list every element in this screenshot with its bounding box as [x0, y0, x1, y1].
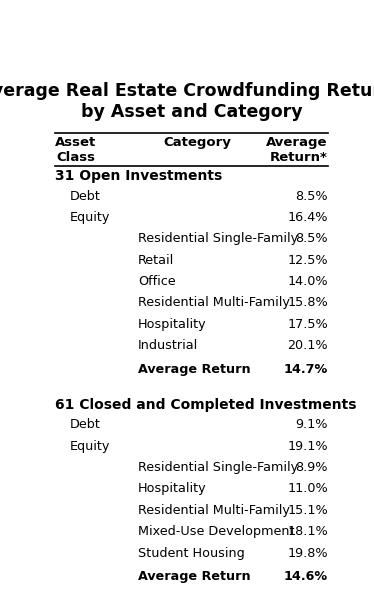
- Text: 11.0%: 11.0%: [287, 482, 328, 495]
- Text: 31 Open Investments: 31 Open Investments: [55, 169, 223, 183]
- Text: 14.0%: 14.0%: [287, 275, 328, 288]
- Text: 15.1%: 15.1%: [287, 504, 328, 517]
- Text: Asset
Class: Asset Class: [55, 135, 96, 164]
- Text: 12.5%: 12.5%: [287, 254, 328, 267]
- Text: 8.5%: 8.5%: [295, 190, 328, 203]
- Text: Debt: Debt: [70, 418, 101, 431]
- Text: Equity: Equity: [70, 211, 110, 224]
- Text: 15.8%: 15.8%: [287, 297, 328, 310]
- Text: 14.7%: 14.7%: [283, 363, 328, 376]
- Text: 14.6%: 14.6%: [284, 570, 328, 583]
- Text: Student Housing: Student Housing: [138, 547, 245, 560]
- Text: Residential Multi-Family: Residential Multi-Family: [138, 297, 290, 310]
- Text: Retail: Retail: [138, 254, 174, 267]
- Text: 8.9%: 8.9%: [295, 461, 328, 474]
- Text: Average
Return*: Average Return*: [266, 135, 328, 164]
- Text: 17.5%: 17.5%: [287, 318, 328, 331]
- Text: Industrial: Industrial: [138, 339, 198, 352]
- Text: Hospitality: Hospitality: [138, 318, 207, 331]
- Text: 19.8%: 19.8%: [287, 547, 328, 560]
- Text: Equity: Equity: [70, 440, 110, 453]
- Text: Office: Office: [138, 275, 176, 288]
- Text: Category: Category: [163, 135, 232, 148]
- Text: 20.1%: 20.1%: [287, 339, 328, 352]
- Text: 8.5%: 8.5%: [295, 232, 328, 245]
- Text: Mixed-Use Development: Mixed-Use Development: [138, 525, 295, 538]
- Text: 18.1%: 18.1%: [287, 525, 328, 538]
- Text: 19.1%: 19.1%: [287, 440, 328, 453]
- Text: Average Real Estate Crowdfunding Returns
by Asset and Category: Average Real Estate Crowdfunding Returns…: [0, 82, 374, 121]
- Text: Average Return: Average Return: [138, 570, 251, 583]
- Text: Average Return: Average Return: [138, 363, 251, 376]
- Text: 61 Closed and Completed Investments: 61 Closed and Completed Investments: [55, 398, 357, 412]
- Text: Residential Multi-Family: Residential Multi-Family: [138, 504, 290, 517]
- Text: Residential Single-Family: Residential Single-Family: [138, 232, 298, 245]
- Text: 9.1%: 9.1%: [295, 418, 328, 431]
- Text: Residential Single-Family: Residential Single-Family: [138, 461, 298, 474]
- Text: Debt: Debt: [70, 190, 101, 203]
- Text: 16.4%: 16.4%: [287, 211, 328, 224]
- Text: Hospitality: Hospitality: [138, 482, 207, 495]
